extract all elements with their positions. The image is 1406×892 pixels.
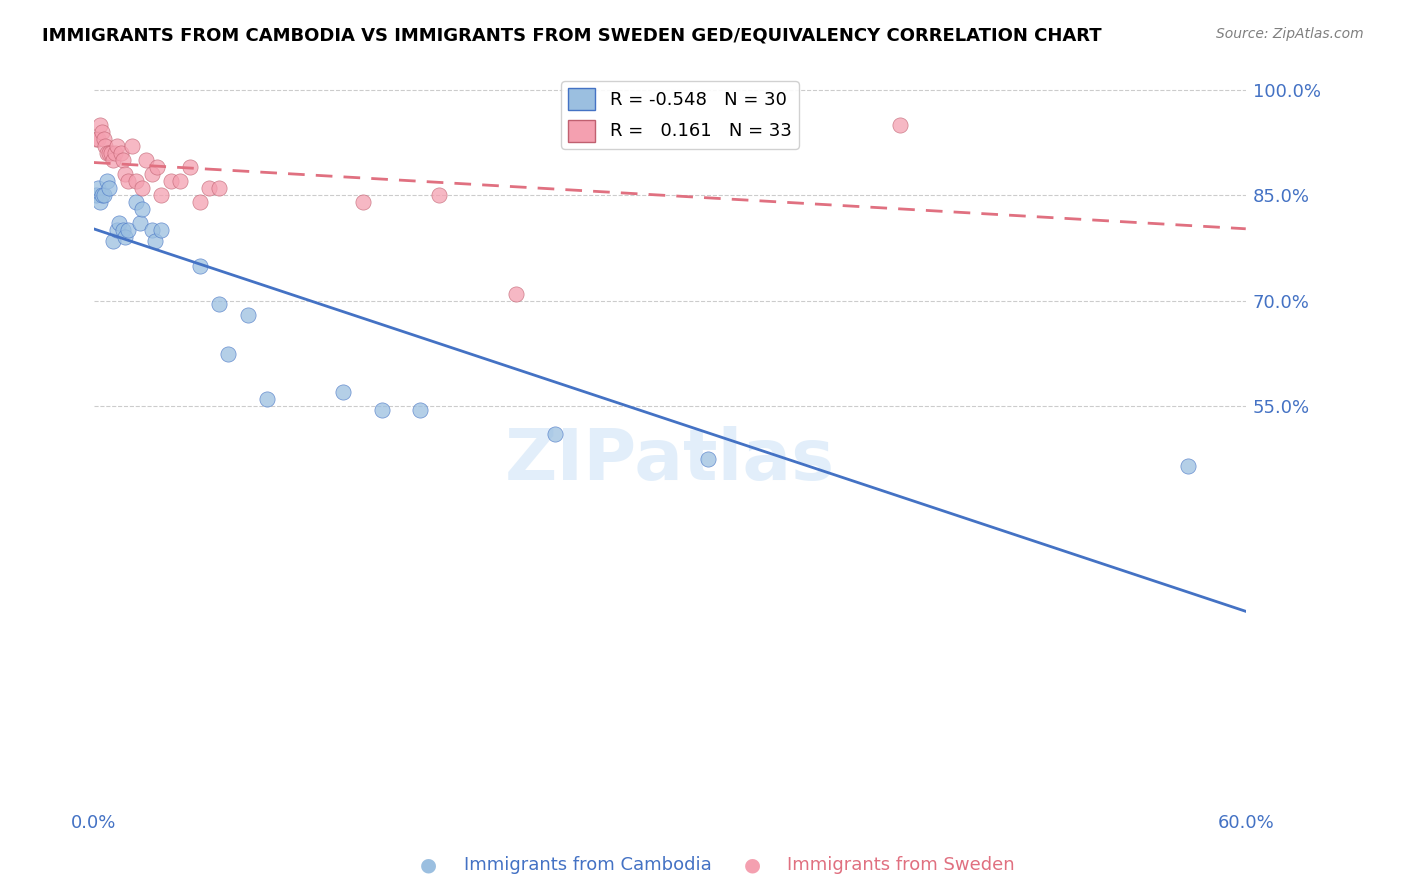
Point: [117, 223, 139, 237]
Point: [93, 188, 115, 202]
Point: [98, 145, 121, 160]
Point: [98, 181, 121, 195]
Point: [159, 174, 181, 188]
Point: [188, 195, 211, 210]
Point: [101, 153, 124, 167]
Point: [371, 402, 394, 417]
Point: [93, 132, 115, 146]
Point: [114, 230, 136, 244]
Point: [94, 139, 117, 153]
Point: [135, 153, 157, 167]
Point: [256, 392, 278, 407]
Point: [141, 223, 163, 237]
Point: [150, 188, 173, 202]
Point: [84, 132, 107, 146]
Point: [179, 160, 201, 174]
Point: [110, 145, 132, 160]
Point: [125, 174, 148, 188]
Point: [409, 402, 432, 417]
Text: ZIPatlas: ZIPatlas: [505, 425, 835, 495]
Point: [87, 181, 110, 195]
Point: [84, 188, 107, 202]
Point: [1177, 459, 1199, 474]
Point: [236, 308, 259, 322]
Point: [129, 216, 152, 230]
Text: Immigrants from Sweden: Immigrants from Sweden: [787, 856, 1015, 874]
Point: [208, 297, 231, 311]
Point: [143, 234, 166, 248]
Point: [90, 125, 112, 139]
Point: [105, 139, 128, 153]
Text: Source: ZipAtlas.com: Source: ZipAtlas.com: [1216, 27, 1364, 41]
Point: [505, 286, 527, 301]
Text: ●: ●: [744, 855, 761, 874]
Point: [188, 259, 211, 273]
Point: [131, 181, 153, 195]
Point: [208, 181, 231, 195]
Point: [90, 188, 112, 202]
Point: [543, 427, 565, 442]
Point: [150, 223, 173, 237]
Point: [332, 385, 354, 400]
Point: [111, 153, 134, 167]
Point: [697, 452, 720, 467]
Point: [217, 346, 239, 360]
Point: [87, 132, 110, 146]
Text: ●: ●: [420, 855, 437, 874]
Point: [101, 234, 124, 248]
Point: [89, 195, 111, 210]
Point: [111, 223, 134, 237]
Point: [89, 118, 111, 132]
Point: [352, 195, 374, 210]
Point: [141, 167, 163, 181]
Text: IMMIGRANTS FROM CAMBODIA VS IMMIGRANTS FROM SWEDEN GED/EQUIVALENCY CORRELATION C: IMMIGRANTS FROM CAMBODIA VS IMMIGRANTS F…: [42, 27, 1102, 45]
Point: [96, 145, 118, 160]
Point: [198, 181, 221, 195]
Point: [889, 118, 911, 132]
Point: [117, 174, 139, 188]
Point: [114, 167, 136, 181]
Point: [125, 195, 148, 210]
Point: [108, 216, 131, 230]
Point: [104, 145, 127, 160]
Point: [121, 139, 143, 153]
Point: [131, 202, 153, 217]
Legend: R = -0.548   N = 30, R =   0.161   N = 33: R = -0.548 N = 30, R = 0.161 N = 33: [561, 81, 799, 149]
Point: [169, 174, 191, 188]
Text: Immigrants from Cambodia: Immigrants from Cambodia: [464, 856, 711, 874]
Point: [429, 188, 451, 202]
Point: [100, 145, 122, 160]
Point: [146, 160, 169, 174]
Point: [105, 223, 128, 237]
Point: [96, 174, 118, 188]
